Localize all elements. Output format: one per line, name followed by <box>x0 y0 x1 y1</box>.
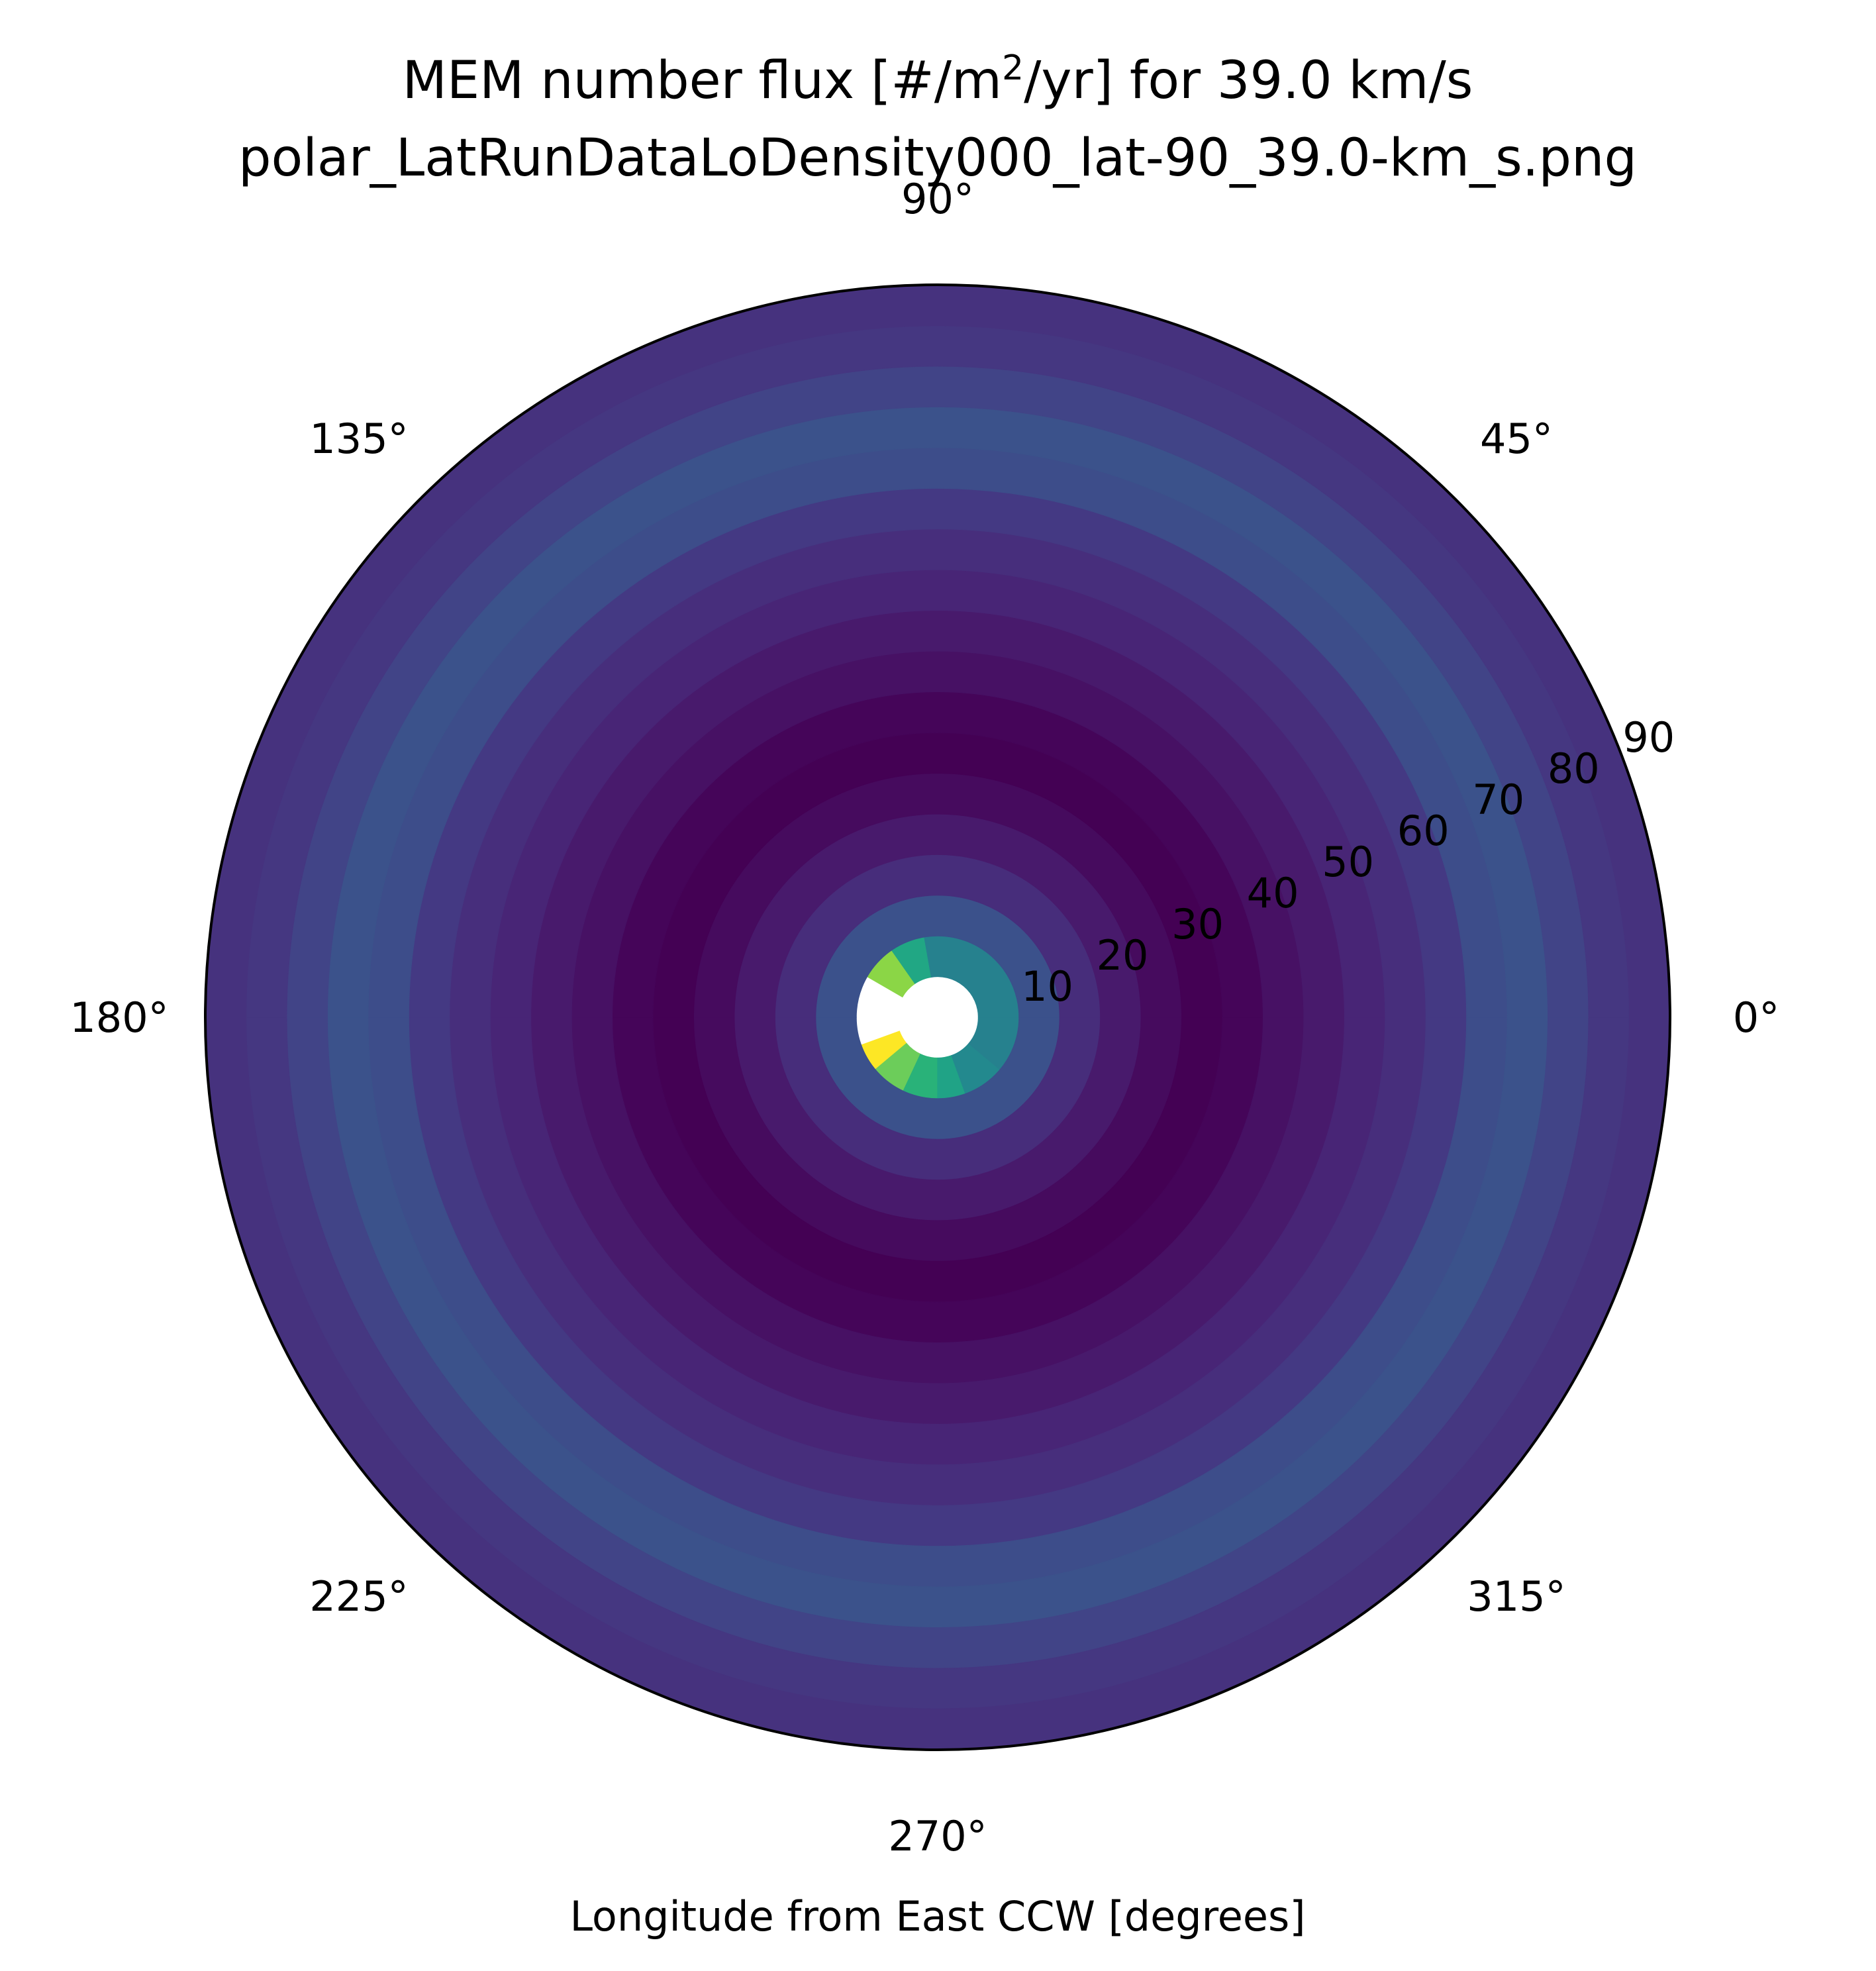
radial-tick-label-40: 40 <box>1247 869 1299 917</box>
angular-tick-label-135: 135° <box>309 415 408 463</box>
flux-cell-r45-50-a0-180 <box>531 611 1345 1017</box>
chart-title: MEM number flux [#/m2/yr] for 39.0 km/s <box>403 48 1473 111</box>
flux-cell-r5-10-a125-150 <box>866 950 915 998</box>
x-axis-label: Longitude from East CCW [degrees] <box>569 1892 1305 1941</box>
radial-tick-label-10: 10 <box>1021 962 1073 1011</box>
flux-cell-r10-15-a180-360 <box>816 1017 1060 1139</box>
angular-tick-label-90: 90° <box>901 175 974 223</box>
angular-tick-labels: 0° 45° 90° 135° 180° 225° 270° 315° <box>70 175 1779 1860</box>
radial-tick-label-50: 50 <box>1322 838 1374 886</box>
radial-tick-label-90: 90 <box>1622 713 1675 762</box>
angular-tick-label-0: 0° <box>1733 993 1779 1042</box>
radial-tick-label-30: 30 <box>1171 900 1224 948</box>
radial-tick-label-70: 70 <box>1472 776 1524 824</box>
angular-tick-label-180: 180° <box>70 993 168 1042</box>
plot-frame <box>204 283 1671 1751</box>
radial-tick-label-80: 80 <box>1548 744 1600 793</box>
flux-annuli <box>205 284 1671 1750</box>
flux-cell-r40-45-a180-360 <box>571 1017 1305 1384</box>
flux-cell-r10-15-a0-180 <box>816 895 1060 1017</box>
flux-cell-r5-10-a0-100 <box>922 935 1020 1018</box>
radial-tick-labels: 10 20 30 40 50 60 70 80 90 <box>1021 713 1675 1011</box>
angular-tick-label-315: 315° <box>1467 1572 1565 1621</box>
radial-tick-label-60: 60 <box>1397 807 1450 855</box>
angular-tick-label-270: 270° <box>888 1812 987 1860</box>
flux-cell-r40-45-a0-180 <box>571 650 1305 1018</box>
flux-cell-r45-50-a180-360 <box>531 1017 1345 1424</box>
angular-tick-label-45: 45° <box>1480 415 1553 463</box>
chart-subtitle: polar_LatRunDataLoDensity000_lat-90_39.0… <box>238 128 1637 188</box>
radial-tick-label-20: 20 <box>1097 931 1149 980</box>
angular-tick-label-225: 225° <box>309 1572 408 1621</box>
